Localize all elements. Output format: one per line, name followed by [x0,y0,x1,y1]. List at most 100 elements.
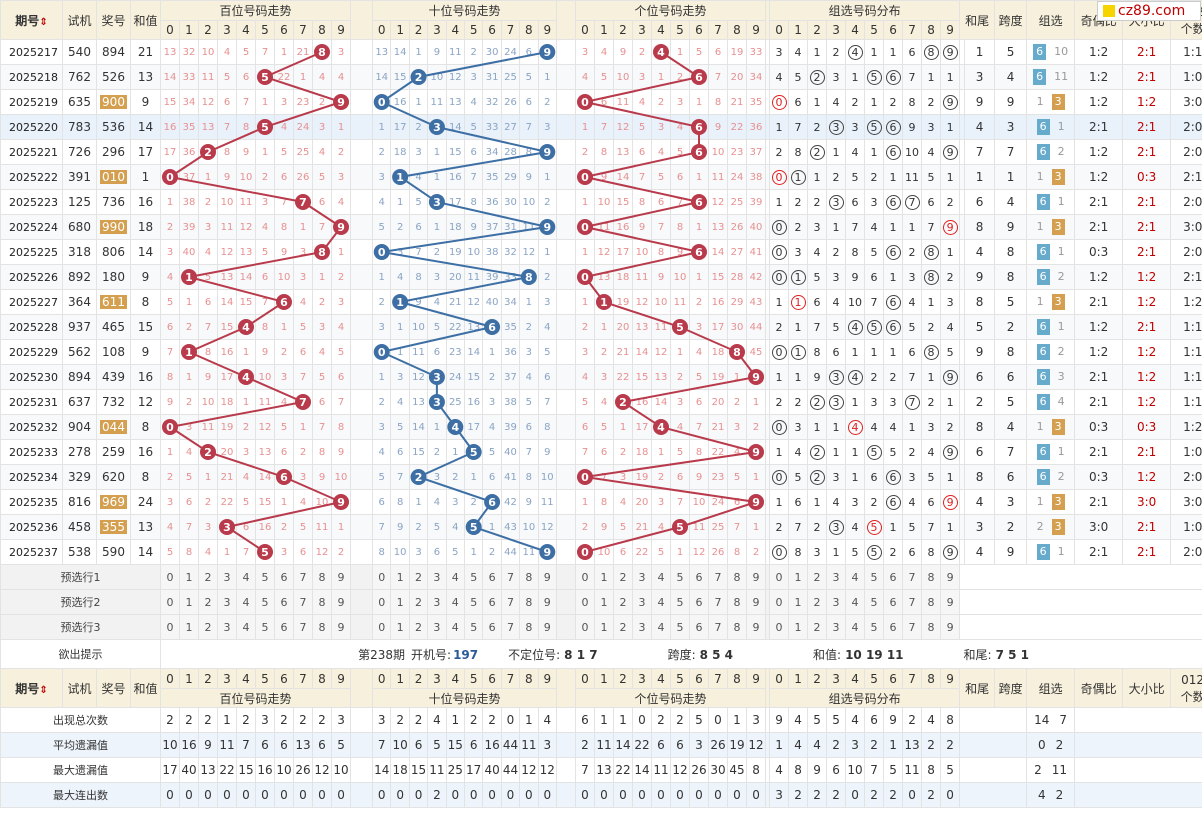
preselect-digit-button[interactable]: 8 [921,564,942,590]
preselect-digit-button[interactable]: 4 [651,589,671,615]
preselect-digit-button[interactable]: 8 [312,589,332,615]
preselect-digit-button[interactable]: 0 [372,589,392,615]
preselect-digit-button[interactable]: 7 [500,564,521,590]
preselect-digit-button[interactable]: 1 [179,564,199,590]
preselect-digit-button[interactable]: 9 [537,589,558,615]
preselect-digit-button[interactable]: 5 [864,589,885,615]
preselect-digit-button[interactable]: 5 [670,614,690,640]
preselect-digit-button[interactable]: 9 [537,614,558,640]
preselect-digit-button[interactable]: 8 [727,614,747,640]
preselect-digit-button[interactable]: 9 [745,614,767,640]
sort-icon[interactable]: ⇕ [39,16,48,28]
preselect-digit-button[interactable]: 8 [312,614,332,640]
preselect-digit-button[interactable]: 9 [330,589,352,615]
preselect-digit-button[interactable]: 8 [727,589,747,615]
preselect-digit-button[interactable]: 3 [427,589,447,615]
preselect-digit-button[interactable]: 5 [255,564,275,590]
preselect-digit-button[interactable]: 6 [482,589,502,615]
preselect-digit-button[interactable]: 5 [255,589,275,615]
preselect-digit-button[interactable]: 1 [788,564,809,590]
preselect-digit-button[interactable]: 3 [427,614,447,640]
preselect-digit-button[interactable]: 7 [902,589,923,615]
preselect-digit-button[interactable]: 7 [708,589,728,615]
preselect-digit-button[interactable]: 7 [902,564,923,590]
preselect-digit-button[interactable]: 2 [807,614,828,640]
preselect-digit-button[interactable]: 4 [445,589,466,615]
preselect-digit-button[interactable]: 9 [940,614,961,640]
preselect-digit-button[interactable]: 7 [293,589,313,615]
preselect-digit-button[interactable]: 1 [390,614,410,640]
preselect-digit-button[interactable]: 7 [708,614,728,640]
preselect-digit-button[interactable]: 5 [864,614,885,640]
preselect-digit-button[interactable]: 0 [160,614,180,640]
sort-icon[interactable]: ⇕ [39,684,48,696]
preselect-digit-button[interactable]: 6 [274,589,294,615]
preselect-digit-button[interactable]: 4 [845,564,866,590]
preselect-digit-button[interactable]: 3 [632,614,652,640]
preselect-digit-button[interactable]: 0 [160,589,180,615]
preselect-digit-button[interactable]: 8 [312,564,332,590]
site-logo[interactable]: cz89.com [1097,1,1201,21]
preselect-digit-button[interactable]: 8 [921,614,942,640]
preselect-digit-button[interactable]: 6 [482,614,502,640]
preselect-digit-button[interactable]: 8 [519,564,539,590]
preselect-digit-button[interactable]: 9 [745,564,767,590]
preselect-digit-button[interactable]: 7 [902,614,923,640]
preselect-digit-button[interactable]: 8 [519,614,539,640]
preselect-digit-button[interactable]: 9 [537,564,558,590]
preselect-digit-button[interactable]: 7 [500,614,521,640]
preselect-digit-button[interactable]: 3 [217,564,237,590]
preselect-digit-button[interactable]: 1 [179,589,199,615]
preselect-digit-button[interactable]: 0 [160,564,180,590]
preselect-digit-button[interactable]: 2 [807,564,828,590]
preselect-digit-button[interactable]: 7 [708,564,728,590]
preselect-digit-button[interactable]: 2 [408,589,429,615]
preselect-digit-button[interactable]: 8 [727,564,747,590]
preselect-digit-button[interactable]: 0 [769,614,790,640]
preselect-digit-button[interactable]: 2 [198,564,218,590]
preselect-row[interactable]: 预选行3 0 1 2 3 4 5 6 7 8 9 0 1 2 3 4 5 6 7 8 9 0 1 2 3 4 5 6 7 8 9 0 1 2 3 4 5… [0,614,1202,640]
preselect-digit-button[interactable]: 4 [651,614,671,640]
preselect-digit-button[interactable]: 2 [807,589,828,615]
preselect-digit-button[interactable]: 6 [883,589,904,615]
preselect-digit-button[interactable]: 3 [826,564,847,590]
preselect-digit-button[interactable]: 4 [236,614,256,640]
preselect-digit-button[interactable]: 3 [427,564,447,590]
preselect-digit-button[interactable]: 2 [198,589,218,615]
preselect-digit-button[interactable]: 9 [940,564,961,590]
preselect-digit-button[interactable]: 0 [769,564,790,590]
preselect-digit-button[interactable]: 4 [445,564,466,590]
preselect-digit-button[interactable]: 0 [575,564,595,590]
preselect-digit-button[interactable]: 5 [255,614,275,640]
preselect-digit-button[interactable]: 1 [390,564,410,590]
preselect-digit-button[interactable]: 2 [613,614,633,640]
preselect-digit-button[interactable]: 2 [408,564,429,590]
preselect-digit-button[interactable]: 6 [274,614,294,640]
preselect-digit-button[interactable]: 6 [482,564,502,590]
preselect-digit-button[interactable]: 1 [179,614,199,640]
preselect-digit-button[interactable]: 6 [689,564,709,590]
preselect-digit-button[interactable]: 5 [670,589,690,615]
issue-header[interactable]: 期号⇕ [0,668,63,708]
preselect-digit-button[interactable]: 5 [463,614,484,640]
preselect-digit-button[interactable]: 3 [217,589,237,615]
preselect-digit-button[interactable]: 5 [463,589,484,615]
preselect-digit-button[interactable]: 2 [408,614,429,640]
preselect-digit-button[interactable]: 4 [845,614,866,640]
preselect-digit-button[interactable]: 5 [670,564,690,590]
preselect-digit-button[interactable]: 2 [613,589,633,615]
preselect-digit-button[interactable]: 9 [330,614,352,640]
preselect-digit-button[interactable]: 4 [236,564,256,590]
preselect-digit-button[interactable]: 6 [274,564,294,590]
preselect-digit-button[interactable]: 0 [372,614,392,640]
preselect-digit-button[interactable]: 3 [632,589,652,615]
preselect-digit-button[interactable]: 8 [519,589,539,615]
preselect-digit-button[interactable]: 1 [788,589,809,615]
preselect-digit-button[interactable]: 6 [883,564,904,590]
preselect-digit-button[interactable]: 7 [293,564,313,590]
preselect-digit-button[interactable]: 5 [463,564,484,590]
preselect-digit-button[interactable]: 6 [883,614,904,640]
preselect-digit-button[interactable]: 6 [689,589,709,615]
preselect-digit-button[interactable]: 3 [632,564,652,590]
preselect-digit-button[interactable]: 7 [500,589,521,615]
